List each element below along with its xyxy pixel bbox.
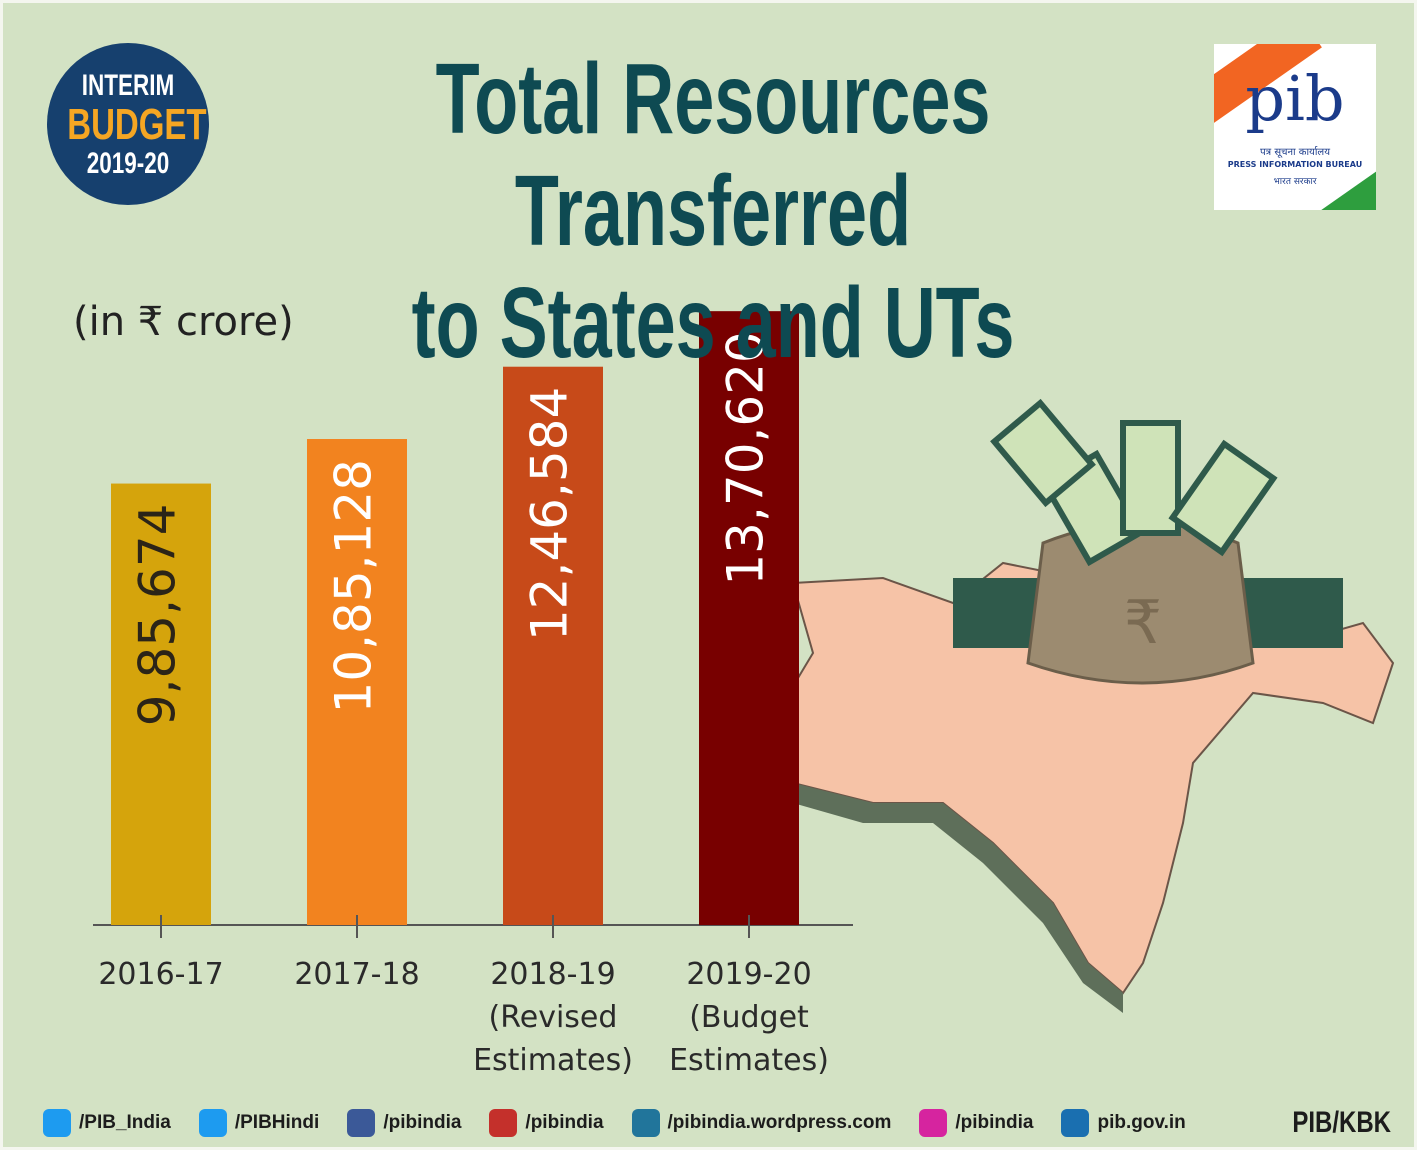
social-icon (43, 1109, 71, 1137)
x-tick-label: 2016-17 (98, 957, 224, 992)
value-label: 12,46,584 (521, 387, 579, 641)
social-handle: /PIB_India (43, 1109, 171, 1137)
badge-text: BUDGET (67, 100, 207, 149)
banknote (1120, 420, 1181, 536)
x-tick-label: 2018-19 (Revised Estimates) (473, 957, 633, 1078)
cash-stack (1233, 578, 1343, 648)
social-icon (347, 1109, 376, 1137)
illustration: ₹ (781, 398, 1395, 1013)
handle-text: /pibindia (383, 1112, 462, 1134)
handle-text: /PIB_India (79, 1112, 171, 1134)
badge-text: INTERIM (81, 69, 175, 102)
bar (111, 483, 211, 925)
bar (699, 311, 799, 925)
logo-text: पत्र सूचना कार्यालय (1259, 147, 1331, 158)
social-handle: /PIBHindi (198, 1109, 320, 1137)
social-handle: /pibindia (919, 1109, 1033, 1137)
chart-title: Total Resources Transferred to States an… (411, 43, 1015, 379)
bar (307, 439, 407, 925)
credit: PIB/KBK (1291, 1106, 1391, 1139)
chart: ₹ 9,85,674 10,85,128 12,46,584 13,70,620 (93, 311, 1395, 1013)
x-tick-label: 2017-18 (294, 957, 420, 992)
banknote (1168, 439, 1278, 557)
logo-text: PRESS INFORMATION BUREAU (1227, 160, 1363, 169)
pib-logo: pib पत्र सूचना कार्यालय PRESS INFORMATIO… (1214, 44, 1376, 210)
bar (503, 366, 603, 925)
handle-text: /pibindia (955, 1112, 1034, 1134)
handle-text: pib.gov.in (1097, 1112, 1186, 1134)
social-handle: /pibindia.wordpress.com (631, 1109, 892, 1137)
banknote (990, 398, 1096, 508)
social-handle: pib.gov.in (1061, 1109, 1186, 1137)
badge-text: 2019-20 (86, 147, 170, 180)
social-handle: /pibindia (347, 1109, 461, 1137)
social-icon (631, 1109, 660, 1137)
handle-text: /pibindia.wordpress.com (667, 1112, 892, 1134)
value-label: 10,85,128 (325, 459, 383, 713)
footer: /PIB_India/PIBHindi/pibindia/pibindia/pi… (43, 1103, 1403, 1143)
social-handle: /pibindia (489, 1109, 604, 1137)
x-tick-label: 2019-20 (Budget Estimates) (669, 957, 829, 1078)
social-icon (1061, 1109, 1090, 1137)
map-edge (793, 783, 1123, 1013)
handle-text: /pibindia (525, 1112, 604, 1134)
value-label: 9,85,674 (129, 504, 187, 727)
social-icon (198, 1109, 227, 1137)
value-label: 13,70,620 (717, 331, 775, 585)
logo-mark: pib (1245, 62, 1345, 135)
rupee-icon: ₹ (1124, 588, 1162, 658)
social-icon (489, 1109, 518, 1137)
logo-text: भारत सरकार (1273, 177, 1317, 187)
budget-badge: INTERIM BUDGET 2019-20 (47, 43, 209, 205)
unit-label: (in ₹ crore) (73, 299, 294, 345)
social-icon (919, 1109, 948, 1137)
handle-text: /PIBHindi (234, 1112, 320, 1134)
